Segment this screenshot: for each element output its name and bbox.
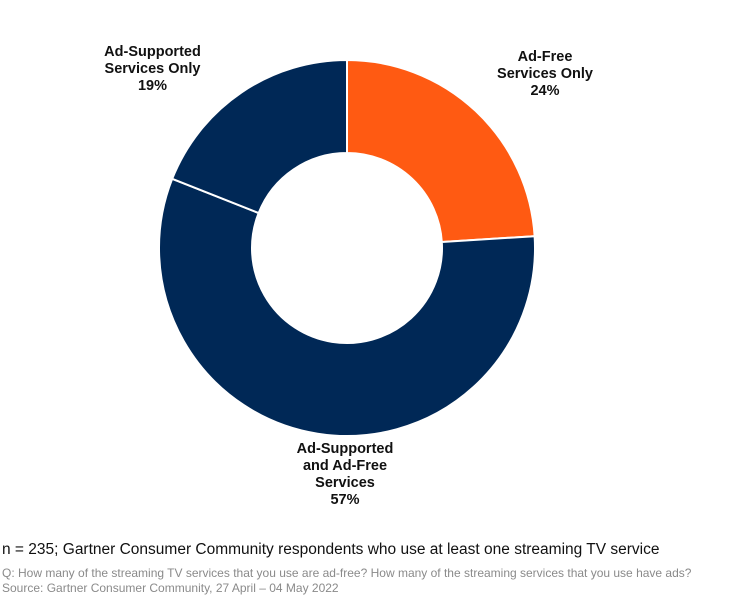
- donut-chart: [158, 58, 536, 437]
- donut-slice: [158, 177, 536, 437]
- source-note: Source: Gartner Consumer Community, 27 A…: [2, 581, 339, 595]
- donut-slice: [170, 58, 348, 215]
- label-value: 19%: [137, 78, 168, 94]
- label-value: 24%: [530, 83, 560, 99]
- label-value: 57%: [330, 492, 360, 508]
- sample-note: n = 235; Gartner Consumer Community resp…: [2, 541, 660, 558]
- donut-slice: [346, 58, 536, 244]
- label-line: Services: [315, 475, 375, 491]
- label-line: Services Only: [104, 61, 201, 77]
- label-line: Ad-Supported: [296, 441, 394, 457]
- label-line: Ad-Supported: [104, 44, 201, 60]
- label-line: Ad-Free: [517, 49, 573, 65]
- label-ad-supported-and-ad-free: Ad-Supported and Ad-Free Services 57%: [255, 441, 435, 509]
- label-line: Services Only: [497, 66, 593, 82]
- label-ad-free-only: Ad-Free Services Only 24%: [470, 49, 620, 100]
- survey-question: Q: How many of the streaming TV services…: [2, 566, 692, 580]
- donut-slices: [158, 58, 536, 437]
- label-line: and Ad-Free: [302, 458, 388, 474]
- label-ad-supported-only: Ad-Supported Services Only 19%: [75, 44, 230, 95]
